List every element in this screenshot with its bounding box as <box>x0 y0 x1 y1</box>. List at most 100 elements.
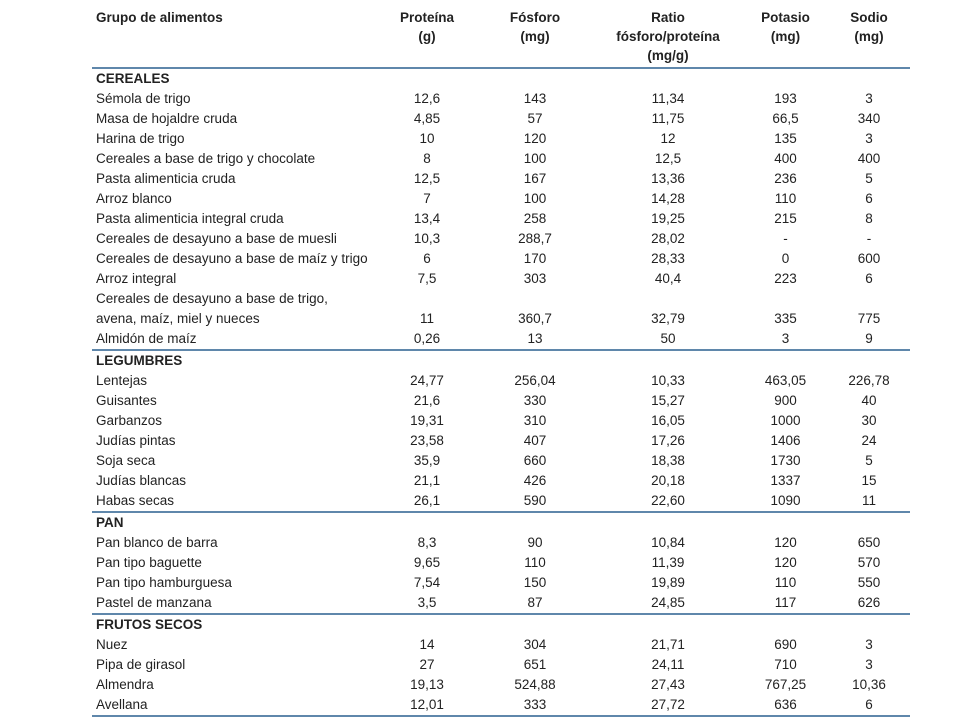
table-row: Arroz blanco 7 100 14,28 110 6 <box>92 189 910 209</box>
ratio-cell: 24,85 <box>651 595 685 610</box>
potassium-cell: 1090 <box>770 493 801 508</box>
protein-cell: 35,9 <box>413 453 441 468</box>
table-row: Guisantes 21,6 330 15,27 900 40 <box>92 391 910 411</box>
potassium-cell: 120 <box>774 535 797 550</box>
phosphorus-cell: 143 <box>523 91 547 106</box>
table-body: CEREALES Sémola de trigo 12,6 143 11,34 193 3 M… <box>92 68 910 716</box>
protein-cell: 11 <box>419 311 434 326</box>
ratio-cell: 13,36 <box>651 171 685 186</box>
food-name-cell: Cereales de desayuno a base de trigo, ave… <box>92 289 377 329</box>
ratio-cell: 21,71 <box>651 637 685 652</box>
sodium-cell: 775 <box>857 311 881 326</box>
ratio-cell: 24,11 <box>651 657 685 672</box>
ratio-cell: 18,38 <box>651 453 685 468</box>
table-row: Pan tipo baguette 9,65 110 11,39 120 570 <box>92 553 910 573</box>
sodium-cell: 10,36 <box>852 677 886 692</box>
protein-cell: 8 <box>423 151 431 166</box>
phosphorus-cell: 330 <box>523 393 547 408</box>
sodium-cell: 570 <box>857 555 881 570</box>
phosphorus-cell: 110 <box>524 555 546 570</box>
ratio-cell: 11,39 <box>651 555 685 570</box>
phosphorus-cell: 100 <box>523 151 547 166</box>
table-row: Arroz integral 7,5 303 40,4 223 6 <box>92 269 910 289</box>
protein-cell: 8,3 <box>417 535 437 550</box>
phosphorus-cell: 87 <box>527 595 543 610</box>
food-name-cell: Almendra <box>92 675 377 695</box>
header-potassium: Potasio (mg) <box>743 6 828 68</box>
protein-cell: 19,31 <box>410 413 444 428</box>
phosphorus-cell: 57 <box>527 111 543 126</box>
table-header: Grupo de alimentos Proteína (g) Fósforo (mg)… <box>92 6 910 68</box>
header-protein-line: (g) <box>418 29 436 44</box>
table-row: Soja seca 35,9 660 18,38 1730 5 <box>92 451 910 471</box>
header-group-line: Grupo de alimentos <box>96 10 223 25</box>
ratio-cell: 20,18 <box>651 473 685 488</box>
phosphorus-cell: 360,7 <box>518 311 552 326</box>
food-name: Arroz blanco <box>96 191 172 206</box>
table-row: Almidón de maíz 0,26 13 50 3 9 <box>92 329 910 350</box>
ratio-cell: 11,34 <box>651 91 685 106</box>
phosphorus-cell: 100 <box>523 191 547 206</box>
food-name-cell: Pasta alimenticia cruda <box>92 169 377 189</box>
sodium-cell: 226,78 <box>848 373 890 388</box>
ratio-cell: 50 <box>660 331 676 346</box>
table-row: Lentejas 24,77 256,04 10,33 463,05 226,78 <box>92 371 910 391</box>
food-name-cell: Cereales de desayuno a base de muesli <box>92 229 377 249</box>
sodium-cell: 6 <box>865 271 873 286</box>
sodium-cell: 6 <box>865 697 873 712</box>
protein-cell: 21,6 <box>413 393 441 408</box>
table-row: Pasta alimenticia integral cruda 13,4 258 1… <box>92 209 910 229</box>
protein-cell: 12,01 <box>410 697 444 712</box>
protein-cell: 19,13 <box>410 677 444 692</box>
food-name: Pan tipo baguette <box>96 555 202 570</box>
sodium-cell: 5 <box>865 453 873 468</box>
ratio-cell: 32,79 <box>651 311 685 326</box>
potassium-cell: 215 <box>774 211 797 226</box>
ratio-cell: 12,5 <box>654 151 682 166</box>
food-name-cell: Sémola de trigo <box>92 89 377 109</box>
ratio-cell: 16,05 <box>651 413 685 428</box>
potassium-cell: 193 <box>774 91 797 106</box>
header-sodium-line: Sodio <box>850 10 888 25</box>
protein-cell: 27 <box>419 657 435 672</box>
sodium-cell: 3 <box>865 131 873 146</box>
protein-cell: 23,58 <box>410 433 444 448</box>
food-name: Judías pintas <box>96 433 176 448</box>
ratio-cell: 15,27 <box>651 393 685 408</box>
sodium-cell: 3 <box>865 91 873 106</box>
food-name: Harina de trigo <box>96 131 185 146</box>
potassium-cell: 335 <box>774 311 797 326</box>
protein-cell: 10,3 <box>413 231 441 246</box>
sodium-cell: 626 <box>857 595 881 610</box>
ratio-cell: 22,60 <box>651 493 685 508</box>
sodium-cell: 30 <box>861 413 877 428</box>
potassium-cell: 900 <box>774 393 797 408</box>
phosphorus-cell: 288,7 <box>518 231 552 246</box>
ratio-cell: 28,02 <box>651 231 685 246</box>
protein-cell: 0,26 <box>413 331 441 346</box>
table-row: Garbanzos 19,31 310 16,05 1000 30 <box>92 411 910 431</box>
phosphorus-cell: 426 <box>523 473 547 488</box>
food-name-cell: Almidón de maíz <box>92 329 377 350</box>
header-ratio: Ratio fósforo/proteína (mg/g) <box>593 6 743 68</box>
phosphorus-cell: 590 <box>523 493 547 508</box>
phosphorus-cell: 524,88 <box>514 677 556 692</box>
phosphorus-cell: 90 <box>527 535 543 550</box>
potassium-cell: 636 <box>774 697 797 712</box>
header-potassium-line: (mg) <box>770 29 801 44</box>
sodium-cell: 15 <box>861 473 877 488</box>
ratio-cell: 40,4 <box>654 271 682 286</box>
header-sodium: Sodio (mg) <box>828 6 910 68</box>
ratio-cell: 19,25 <box>651 211 685 226</box>
table-row: Pasta alimenticia cruda 12,5 167 13,36 236 5 <box>92 169 910 189</box>
potassium-cell: 120 <box>774 555 797 570</box>
food-name: Pipa de girasol <box>96 657 186 672</box>
food-name: Cereales de desayuno a base de trigo, <box>96 291 328 306</box>
protein-cell: 7,5 <box>417 271 437 286</box>
food-name-cell: Harina de trigo <box>92 129 377 149</box>
food-name: Arroz integral <box>96 271 177 286</box>
header-ratio-line: (mg/g) <box>647 48 689 63</box>
potassium-cell: 117 <box>774 595 797 610</box>
protein-cell: 9,65 <box>413 555 441 570</box>
food-name: Almendra <box>96 677 154 692</box>
